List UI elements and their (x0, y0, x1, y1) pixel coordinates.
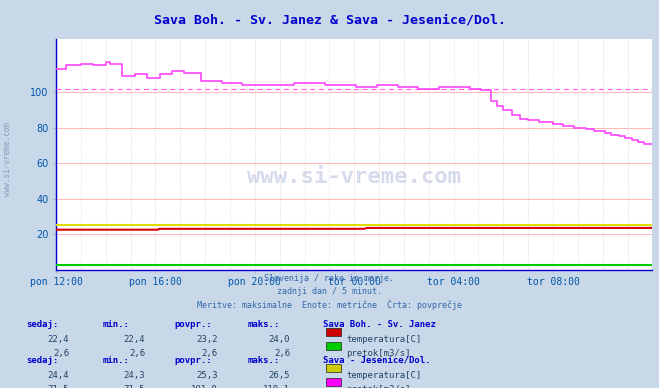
Text: min.:: min.: (102, 356, 129, 365)
Text: 2,6: 2,6 (53, 349, 69, 358)
Text: Sava Boh. - Sv. Janez: Sava Boh. - Sv. Janez (323, 320, 436, 329)
Text: min.:: min.: (102, 320, 129, 329)
Text: 24,3: 24,3 (123, 371, 145, 379)
Text: 2,6: 2,6 (274, 349, 290, 358)
Text: 71,5: 71,5 (123, 385, 145, 388)
Text: pretok[m3/s]: pretok[m3/s] (346, 349, 411, 358)
Text: 22,4: 22,4 (123, 335, 145, 344)
Text: Slovenija / reke in morje.: Slovenija / reke in morje. (264, 274, 395, 283)
Text: 24,4: 24,4 (47, 371, 69, 379)
Text: temperatura[C]: temperatura[C] (346, 371, 421, 379)
Text: zadnji dan / 5 minut.: zadnji dan / 5 minut. (277, 287, 382, 296)
Text: 23,2: 23,2 (196, 335, 217, 344)
Text: Sava - Jesenice/Dol.: Sava - Jesenice/Dol. (323, 356, 430, 365)
Text: pretok[m3/s]: pretok[m3/s] (346, 385, 411, 388)
Text: www.si-vreme.com: www.si-vreme.com (3, 122, 13, 196)
Text: sedaj:: sedaj: (26, 320, 59, 329)
Text: sedaj:: sedaj: (26, 356, 59, 365)
Text: 118,1: 118,1 (263, 385, 290, 388)
Text: 71,5: 71,5 (47, 385, 69, 388)
Text: 24,0: 24,0 (268, 335, 290, 344)
Text: povpr.:: povpr.: (175, 320, 212, 329)
Text: maks.:: maks.: (247, 320, 279, 329)
Text: 2,6: 2,6 (129, 349, 145, 358)
Text: 22,4: 22,4 (47, 335, 69, 344)
Text: 25,3: 25,3 (196, 371, 217, 379)
Text: temperatura[C]: temperatura[C] (346, 335, 421, 344)
Text: 2,6: 2,6 (202, 349, 217, 358)
Text: 26,5: 26,5 (268, 371, 290, 379)
Text: povpr.:: povpr.: (175, 356, 212, 365)
Text: Sava Boh. - Sv. Janez & Sava - Jesenice/Dol.: Sava Boh. - Sv. Janez & Sava - Jesenice/… (154, 14, 505, 27)
Text: maks.:: maks.: (247, 356, 279, 365)
Text: www.si-vreme.com: www.si-vreme.com (247, 167, 461, 187)
Text: Meritve: maksimalne  Enote: metrične  Črta: povprečje: Meritve: maksimalne Enote: metrične Črta… (197, 300, 462, 310)
Text: 101,9: 101,9 (190, 385, 217, 388)
